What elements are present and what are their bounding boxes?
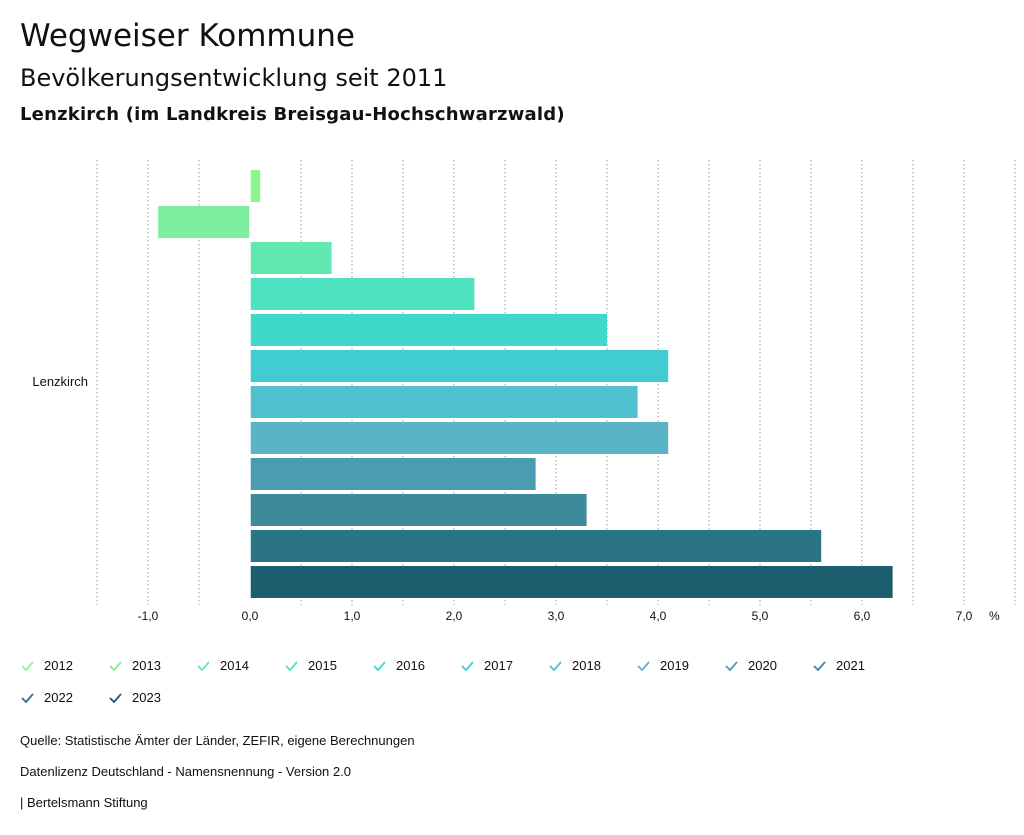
check-icon xyxy=(549,660,562,671)
x-tick-label: 1,0 xyxy=(344,609,361,623)
x-tick-label: 4,0 xyxy=(650,609,667,623)
check-icon xyxy=(813,660,826,671)
bars xyxy=(158,170,893,598)
legend-label: 2023 xyxy=(132,690,161,705)
check-icon xyxy=(725,660,738,671)
check-icon xyxy=(373,660,386,671)
legend-label: 2013 xyxy=(132,658,161,673)
x-tick-label: 3,0 xyxy=(548,609,565,623)
legend-label: 2020 xyxy=(748,658,777,673)
x-tick-label: 2,0 xyxy=(446,609,463,623)
chart-subtitle: Bevölkerungsentwicklung seit 2011 xyxy=(20,64,448,92)
bar-2016 xyxy=(250,314,607,346)
legend-item-2016[interactable]: 2016 xyxy=(372,658,425,673)
legend-label: 2017 xyxy=(484,658,513,673)
legend-item-2018[interactable]: 2018 xyxy=(548,658,601,673)
bar-2020 xyxy=(250,458,536,490)
bar-2019 xyxy=(250,422,669,454)
x-tick-label: 6,0 xyxy=(854,609,871,623)
legend-item-2015[interactable]: 2015 xyxy=(284,658,337,673)
check-icon xyxy=(285,660,298,671)
category-label: Lenzkirch xyxy=(32,374,88,389)
legend-item-2013[interactable]: 2013 xyxy=(108,658,161,673)
x-tick-label: 5,0 xyxy=(752,609,769,623)
legend-label: 2012 xyxy=(44,658,73,673)
x-axis-ticks: -1,0 0,0 1,0 2,0 3,0 4,0 5,0 6,0 7,0 xyxy=(138,609,973,623)
legend-item-2012[interactable]: 2012 xyxy=(20,658,73,673)
legend-label: 2014 xyxy=(220,658,249,673)
bar-2013 xyxy=(158,206,250,238)
bar-2023 xyxy=(250,566,893,598)
check-icon xyxy=(197,660,210,671)
legend-item-2014[interactable]: 2014 xyxy=(196,658,249,673)
check-icon xyxy=(21,660,34,671)
check-icon xyxy=(637,660,650,671)
legend-item-2022[interactable]: 2022 xyxy=(20,690,73,705)
region-label: Lenzkirch (im Landkreis Breisgau-Hochsch… xyxy=(20,104,565,125)
bar-2018 xyxy=(250,386,638,418)
bar-2021 xyxy=(250,494,587,526)
legend-label: 2021 xyxy=(836,658,865,673)
legend-label: 2016 xyxy=(396,658,425,673)
legend-item-2020[interactable]: 2020 xyxy=(724,658,777,673)
legend-label: 2019 xyxy=(660,658,689,673)
legend-item-2023[interactable]: 2023 xyxy=(108,690,161,705)
legend-label: 2018 xyxy=(572,658,601,673)
check-icon xyxy=(461,660,474,671)
page-title: Wegweiser Kommune xyxy=(20,18,355,54)
brand-note: | Bertelsmann Stiftung xyxy=(20,795,148,810)
x-tick-label: -1,0 xyxy=(138,609,159,623)
source-note: Quelle: Statistische Ämter der Länder, Z… xyxy=(20,733,415,748)
legend-item-2019[interactable]: 2019 xyxy=(636,658,689,673)
legend-label: 2015 xyxy=(308,658,337,673)
x-axis-unit: % xyxy=(989,609,1000,623)
x-tick-label: 7,0 xyxy=(956,609,973,623)
bar-2017 xyxy=(250,350,669,382)
check-icon xyxy=(109,660,122,671)
bar-2022 xyxy=(250,530,822,562)
bar-2012 xyxy=(250,170,261,202)
legend-item-2017[interactable]: 2017 xyxy=(460,658,513,673)
license-note: Datenlizenz Deutschland - Namensnennung … xyxy=(20,764,351,779)
legend-item-2021[interactable]: 2021 xyxy=(812,658,865,673)
x-tick-label: 0,0 xyxy=(242,609,259,623)
legend-label: 2022 xyxy=(44,690,73,705)
bar-2015 xyxy=(250,278,475,310)
check-icon xyxy=(109,692,122,703)
bar-chart: Lenzkirch -1,0 0,0 1,0 2,0 3,0 4,0 5,0 6,0 7,0% xyxy=(32,160,1016,623)
check-icon xyxy=(21,692,34,703)
bar-2014 xyxy=(250,242,332,274)
